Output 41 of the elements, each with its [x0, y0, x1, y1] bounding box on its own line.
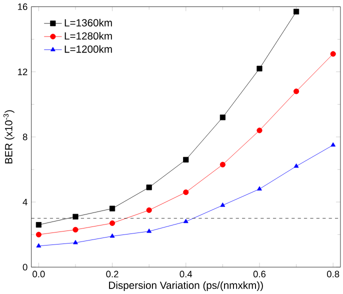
- point: [110, 233, 115, 238]
- point: [220, 114, 226, 120]
- x-tick-label: 0.2: [106, 270, 118, 278]
- point: [330, 50, 336, 57]
- point: [294, 163, 299, 168]
- x-tick-label: 0.0: [32, 270, 45, 278]
- y-tick-label: 4: [22, 198, 28, 206]
- y-tick-label: 16: [18, 3, 28, 10]
- point: [36, 222, 42, 228]
- point: [183, 156, 189, 162]
- point: [294, 88, 300, 94]
- point: [73, 240, 78, 244]
- y-tick-label: 12: [18, 68, 28, 75]
- point: [220, 162, 226, 168]
- point: [36, 242, 42, 248]
- point: [294, 8, 300, 14]
- point: [256, 127, 262, 134]
- point: [256, 66, 262, 72]
- x-axis-title: Dispersion Variation (ps/(nmxkm)): [109, 281, 263, 291]
- point: [72, 214, 78, 220]
- point: [146, 207, 152, 213]
- x-tick-label: 0.6: [253, 270, 266, 278]
- point: [183, 218, 188, 223]
- y-tick-label: 0: [22, 264, 28, 270]
- y-tick-label: 8: [22, 133, 28, 140]
- legend-label: L=1200km: [64, 45, 112, 53]
- x-tick-label: 0.8: [326, 270, 340, 278]
- y-axis-title: BER (x10$^{-3}$): [3, 110, 14, 164]
- point: [220, 202, 226, 207]
- x-tick-label: 0.4: [180, 270, 192, 278]
- point: [146, 184, 152, 190]
- legend-label: L=1360km: [64, 18, 112, 26]
- point: [257, 186, 262, 190]
- point: [36, 232, 42, 238]
- point: [109, 206, 116, 212]
- point: [72, 226, 78, 232]
- point: [146, 228, 152, 233]
- legend-label: L=1280km: [64, 32, 112, 40]
- point: [183, 189, 189, 195]
- point: [109, 220, 116, 226]
- point: [330, 142, 336, 146]
